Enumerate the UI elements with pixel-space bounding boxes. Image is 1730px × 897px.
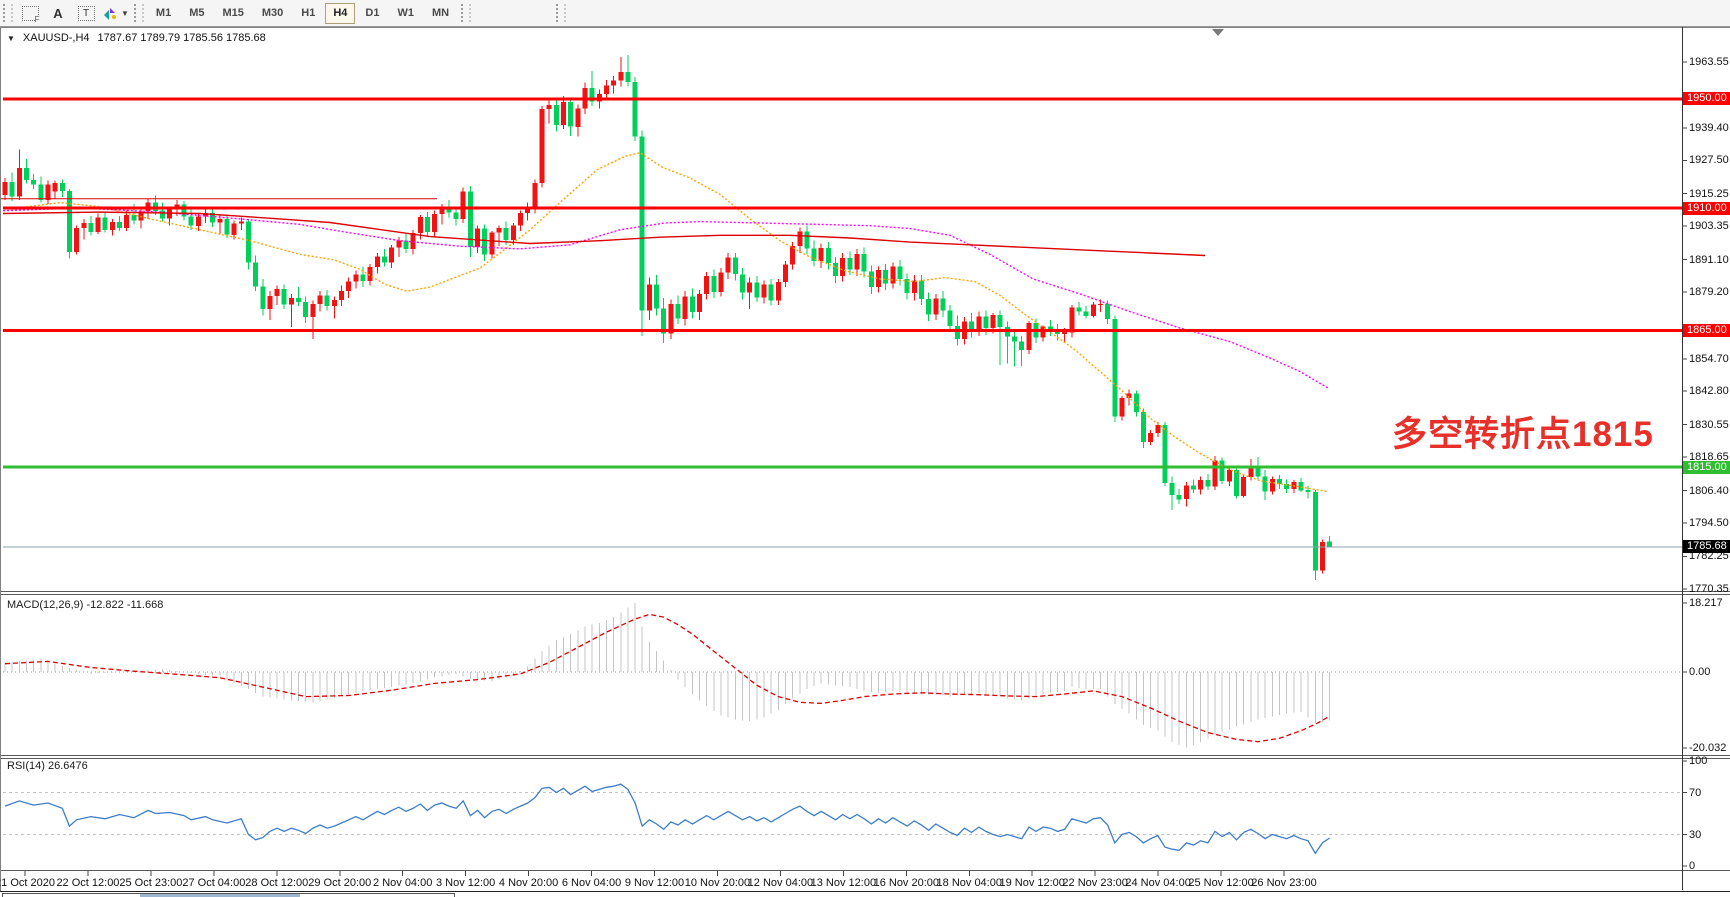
y-axis-tick: 1806.40	[1689, 484, 1729, 497]
y-axis-tick: 1903.35	[1689, 220, 1729, 233]
timeframe-button-group: M1 M5 M15 M30 H1 H4 D1 W1 MN	[147, 2, 458, 24]
toolbar: F A T ▼ M1 M5 M15 M30 H1 H4 D1 W1 MN	[0, 0, 1730, 27]
date-axis-label: 13 Nov 12:00	[810, 877, 877, 889]
color-scheme-tool-button[interactable]: ▼	[101, 2, 130, 25]
y-axis-tick: 1963.55	[1689, 56, 1729, 68]
date-axis-label: 25 Nov 12:00	[1188, 877, 1254, 889]
timeframe-button-h4[interactable]: H4	[325, 2, 356, 24]
snap-grid-tool-button[interactable]: F	[17, 2, 43, 25]
date-axis-label: 28 Oct 12:00	[245, 877, 309, 889]
color-arrows-icon	[104, 8, 116, 20]
date-axis-label: 24 Nov 04:00	[1125, 877, 1191, 889]
y-axis-tick: 1854.70	[1689, 352, 1729, 365]
macd-axis-tick: -20.032	[1689, 741, 1727, 754]
date-axis-label: 2 Nov 04:00	[373, 877, 433, 889]
toolbar-separator-2	[461, 4, 472, 22]
price-level-label: 1815.00	[1683, 460, 1730, 474]
y-axis-tick: 1830.55	[1689, 418, 1729, 431]
y-axis-tick: 1879.20	[1689, 285, 1729, 298]
date-axis-label: 26 Nov 23:00	[1251, 877, 1317, 889]
date-axis-label: 3 Nov 12:00	[435, 877, 496, 889]
rsi-axis-tick: 30	[1689, 828, 1702, 841]
chart-window: ▼ XAUUSD-,H4 1787.67 1789.79 1785.56 178…	[0, 27, 1730, 891]
date-axis-label: 10 Nov 20:00	[684, 877, 751, 889]
y-axis-tick: 1927.50	[1689, 154, 1729, 167]
macd-indicator-label: MACD(12,26,9) -12.822 -11.668	[7, 599, 164, 611]
date-axis-label: 12 Nov 04:00	[747, 877, 814, 889]
date-axis-label: 6 Nov 04:00	[561, 877, 622, 889]
chart-symbol-period: XAUUSD-,H4	[22, 32, 90, 44]
current-price-label: 1785.68	[1683, 540, 1730, 554]
timeframe-button-d1[interactable]: D1	[365, 7, 380, 19]
date-axis-label: 25 Oct 23:00	[119, 877, 183, 889]
y-axis-tick: 1915.25	[1689, 187, 1729, 200]
chevron-down-icon: ▼	[121, 8, 129, 18]
date-axis-label: 18 Nov 04:00	[936, 877, 1002, 889]
text-box-icon: T	[77, 5, 95, 21]
rsi-axis-tick: 0	[1689, 860, 1696, 872]
symbol-collapse-icon[interactable]: ▼	[7, 33, 15, 43]
chart-canvas[interactable]	[0, 27, 1730, 896]
y-axis-tick: 1794.50	[1689, 516, 1729, 529]
macd-axis-tick: 18.217	[1689, 597, 1723, 609]
date-axis-label: 22 Nov 23:00	[1062, 877, 1128, 889]
date-axis-label: 19 Nov 12:00	[999, 877, 1065, 889]
snap-grid-icon: F	[21, 5, 40, 24]
date-axis-label: 9 Nov 12:00	[624, 877, 685, 889]
chart-title: ▼ XAUUSD-,H4 1787.67 1789.79 1785.56 178…	[7, 32, 266, 44]
y-axis-tick: 1770.35	[1689, 582, 1729, 595]
timeframe-button-m15[interactable]: M15	[222, 7, 244, 19]
price-level-label: 1865.00	[1683, 324, 1730, 338]
timeframe-button-m5[interactable]: M5	[189, 7, 205, 19]
timeframe-button-m30[interactable]: M30	[261, 7, 284, 19]
rsi-axis-tick: 70	[1689, 786, 1702, 799]
y-axis-tick: 1818.65	[1689, 451, 1729, 464]
macd-axis-tick: 0.00	[1689, 666, 1711, 678]
price-level-label: 1910.00	[1683, 201, 1730, 215]
y-axis-tick: 1842.80	[1689, 385, 1729, 398]
taskbar-fragment-highlight	[140, 894, 300, 897]
timeframe-button-mn[interactable]: MN	[431, 7, 450, 19]
annotation-text: 多空转折点1815	[1392, 415, 1654, 454]
toolbar-grip[interactable]	[3, 4, 13, 22]
date-axis-label: 21 Oct 2020	[0, 877, 55, 889]
rsi-indicator-label: RSI(14) 26.6476	[7, 760, 88, 772]
date-axis-label: 29 Oct 20:00	[308, 877, 372, 889]
timeframe-button-h1[interactable]: H1	[301, 7, 316, 19]
timeframe-button-m1[interactable]: M1	[155, 7, 172, 19]
rsi-axis-tick: 100	[1689, 755, 1708, 767]
date-axis-label: 22 Oct 12:00	[56, 877, 120, 889]
chart-ohlc-values: 1787.67 1789.79 1785.56 1785.68	[97, 32, 266, 44]
date-axis-label: 27 Oct 04:00	[182, 877, 246, 889]
text-box-tool-button[interactable]: T	[73, 2, 99, 25]
y-axis-tick: 1891.10	[1689, 253, 1729, 266]
date-axis-label: 16 Nov 20:00	[873, 877, 940, 889]
toolbar-separator-3	[556, 4, 567, 22]
date-axis-label: 4 Nov 20:00	[498, 877, 559, 889]
text-label-icon: A	[53, 5, 63, 21]
timeframe-button-w1[interactable]: W1	[397, 7, 414, 19]
price-level-label: 1950.00	[1683, 92, 1730, 106]
taskbar-fragment	[0, 891, 1730, 897]
toolbar-separator	[133, 4, 144, 22]
y-axis-tick: 1939.40	[1689, 121, 1729, 134]
text-label-tool-button[interactable]: A	[45, 2, 71, 25]
